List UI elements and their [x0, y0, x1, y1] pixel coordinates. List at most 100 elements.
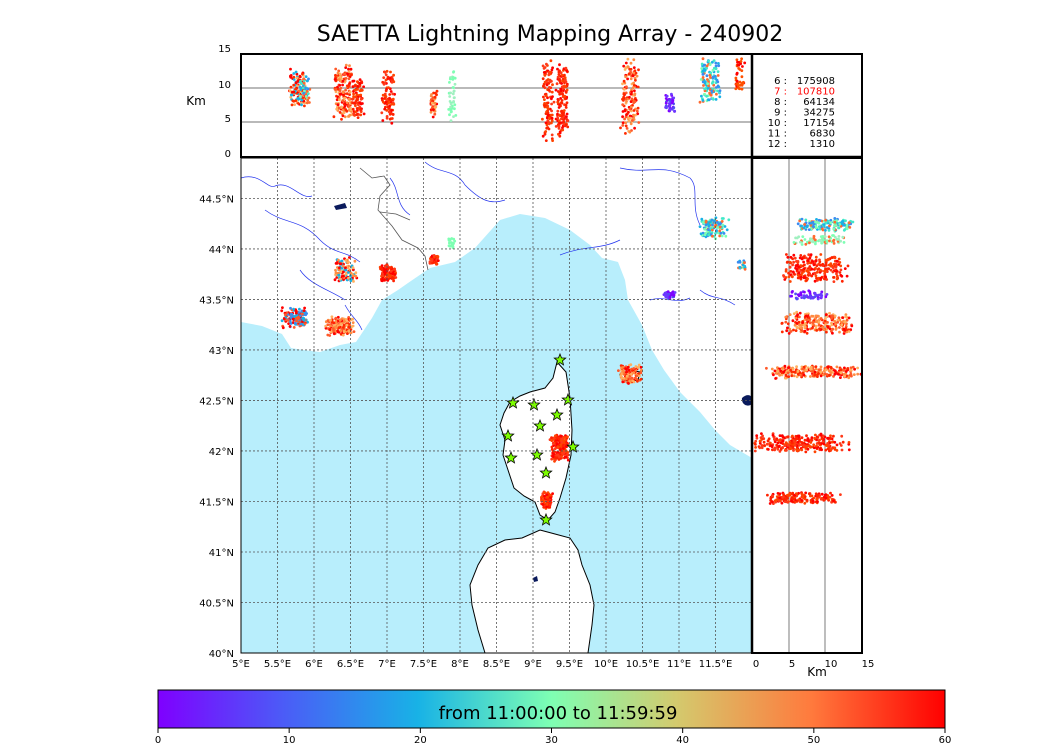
- source-point: [819, 253, 823, 256]
- source-point: [566, 453, 569, 456]
- source-point: [811, 260, 814, 263]
- source-point: [546, 497, 550, 501]
- source-point: [790, 294, 793, 298]
- source-point: [773, 438, 776, 441]
- altitude-longitude-panel: 6 : 175908 7 : 107810 8 : 64134 9 : 34275 10 : 17…: [186, 44, 863, 160]
- source-point: [819, 238, 822, 242]
- source-point: [815, 320, 819, 323]
- source-point: [815, 442, 819, 445]
- source-point: [561, 126, 564, 130]
- source-point: [565, 112, 569, 116]
- source-point: [714, 86, 718, 89]
- source-point: [827, 447, 830, 451]
- source-point: [303, 306, 306, 310]
- longitude-tick-label: 9°E: [524, 659, 542, 670]
- source-point: [621, 97, 624, 101]
- source-point: [754, 446, 757, 449]
- source-point: [782, 370, 786, 374]
- source-point: [817, 439, 821, 442]
- source-point: [824, 317, 827, 320]
- station-star-icon: [553, 352, 567, 366]
- source-point: [801, 367, 804, 371]
- source-point: [789, 330, 793, 333]
- source-point: [714, 98, 718, 101]
- source-point: [626, 57, 630, 61]
- source-point: [754, 439, 758, 443]
- stats-count-value: 1310: [810, 139, 835, 150]
- top-ytick-label: 15: [218, 44, 231, 55]
- source-point: [810, 267, 814, 271]
- source-point: [388, 104, 392, 108]
- source-point: [624, 75, 627, 79]
- source-point: [333, 88, 337, 91]
- source-point: [807, 492, 811, 496]
- colorbar-tick-label: 40: [676, 735, 689, 746]
- source-point: [821, 326, 824, 329]
- source-point: [564, 438, 567, 442]
- source-point: [698, 100, 702, 104]
- source-point: [836, 318, 840, 322]
- source-point: [842, 327, 846, 331]
- source-point: [793, 256, 797, 260]
- source-point: [800, 443, 803, 447]
- source-point: [632, 71, 636, 75]
- source-point: [847, 221, 851, 225]
- source-point: [781, 439, 785, 443]
- source-point: [543, 66, 547, 69]
- source-point: [825, 278, 829, 281]
- source-point: [789, 270, 793, 273]
- latitude-tick-label: 40°N: [209, 649, 234, 660]
- source-point: [288, 325, 292, 328]
- source-point: [773, 499, 777, 503]
- source-point: [564, 106, 568, 109]
- source-point: [627, 368, 631, 372]
- source-point: [782, 493, 785, 496]
- source-point: [797, 271, 801, 274]
- source-point: [297, 97, 301, 101]
- source-point: [540, 495, 543, 499]
- source-point: [830, 256, 834, 259]
- source-point: [799, 264, 803, 268]
- source-point: [778, 496, 782, 499]
- source-point: [803, 438, 807, 442]
- source-point: [810, 494, 814, 498]
- source-point: [704, 66, 708, 70]
- source-point: [667, 292, 671, 296]
- source-point: [334, 73, 337, 77]
- source-point: [698, 225, 702, 229]
- source-point: [829, 262, 833, 266]
- source-point: [813, 295, 817, 299]
- source-point: [760, 432, 763, 435]
- source-point: [784, 320, 788, 324]
- source-point: [760, 446, 764, 450]
- source-point: [707, 228, 710, 232]
- source-point: [449, 119, 453, 122]
- source-point: [552, 452, 556, 456]
- colorbar-tick-label: 10: [283, 735, 296, 746]
- figure-title: SAETTA Lightning Mapping Array - 240902: [316, 22, 784, 47]
- source-point: [804, 491, 808, 495]
- source-point: [809, 367, 812, 371]
- colorbar-gradient: [157, 689, 946, 729]
- source-point: [843, 223, 846, 227]
- source-point: [542, 84, 545, 88]
- source-point: [636, 106, 640, 110]
- source-point: [344, 77, 348, 80]
- source-point: [777, 445, 781, 448]
- source-point: [624, 367, 627, 370]
- source-point: [289, 74, 292, 78]
- source-point: [340, 259, 344, 263]
- source-point: [301, 72, 304, 76]
- source-point: [449, 91, 452, 95]
- source-point: [550, 90, 554, 94]
- source-point: [546, 111, 550, 115]
- station-star-icon: [501, 428, 515, 442]
- source-point: [813, 370, 817, 374]
- source-point: [622, 95, 626, 99]
- source-point: [796, 372, 800, 376]
- source-point: [563, 73, 566, 77]
- source-point: [826, 325, 830, 329]
- source-point: [739, 60, 743, 63]
- source-point: [385, 116, 389, 120]
- source-point: [831, 266, 835, 270]
